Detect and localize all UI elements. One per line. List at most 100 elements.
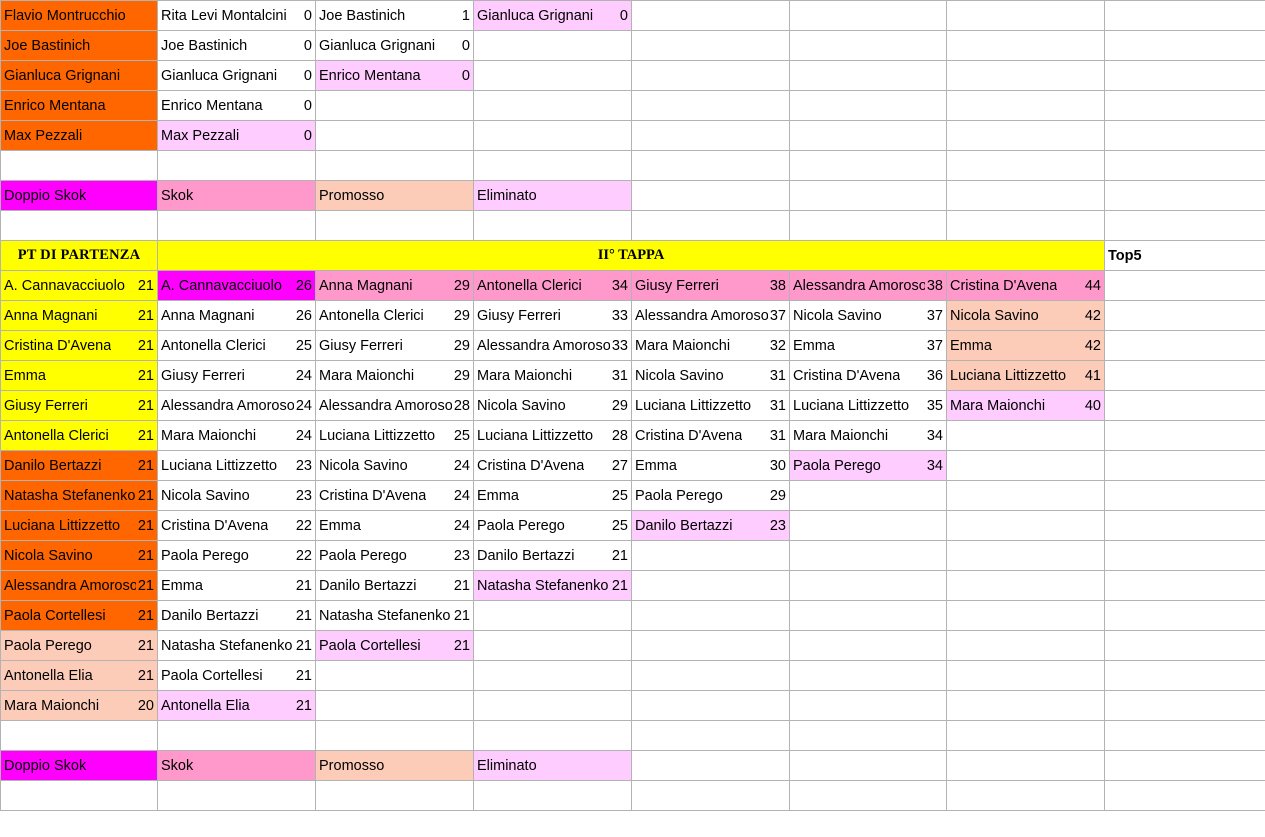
grid-cell[interactable]: Cristina D'Avena 36 (789, 360, 947, 391)
empty-cell[interactable] (631, 90, 790, 121)
empty-cell[interactable] (315, 780, 474, 811)
empty-cell[interactable] (789, 30, 947, 61)
header-top5[interactable]: Top5 (1104, 240, 1265, 271)
grid-cell[interactable]: Luciana Littizzetto 28 (473, 420, 632, 451)
grid-cell[interactable]: Cristina D'Avena 22 (157, 510, 316, 541)
empty-cell[interactable] (157, 150, 316, 181)
grid-cell[interactable]: Alessandra Amoroso 33 (473, 330, 632, 361)
grid-cell[interactable]: Giusy Ferreri 33 (473, 300, 632, 331)
empty-cell[interactable] (315, 210, 474, 241)
grid-cell[interactable]: Danilo Bertazzi 21 (473, 540, 632, 571)
legend-skok[interactable]: Skok (157, 750, 316, 781)
empty-cell[interactable] (946, 180, 1105, 211)
empty-cell[interactable] (1104, 690, 1265, 721)
empty-cell[interactable] (1104, 120, 1265, 151)
grid-cell[interactable]: Nicola Savino 24 (315, 450, 474, 481)
empty-cell[interactable] (789, 750, 947, 781)
empty-cell[interactable] (631, 750, 790, 781)
grid-cell[interactable]: Alessandra Amoroso 37 (631, 300, 790, 331)
grid-cell[interactable]: Gianluca Grignani 0 (315, 30, 474, 61)
empty-cell[interactable] (1104, 510, 1265, 541)
empty-cell[interactable] (631, 210, 790, 241)
empty-cell[interactable] (946, 690, 1105, 721)
empty-cell[interactable] (946, 510, 1105, 541)
empty-cell[interactable] (631, 600, 790, 631)
empty-cell[interactable] (157, 210, 316, 241)
empty-cell[interactable] (1104, 30, 1265, 61)
grid-cell[interactable]: Cristina D'Avena 27 (473, 450, 632, 481)
grid-cell[interactable]: Nicola Savino 29 (473, 390, 632, 421)
empty-cell[interactable] (789, 180, 947, 211)
grid-cell[interactable]: Paola Cortellesi 21 (0, 600, 158, 631)
grid-cell[interactable]: Danilo Bertazzi 23 (631, 510, 790, 541)
empty-cell[interactable] (946, 210, 1105, 241)
empty-cell[interactable] (473, 210, 632, 241)
grid-cell[interactable]: Antonella Clerici 29 (315, 300, 474, 331)
grid-cell[interactable]: Enrico Mentana 0 (315, 60, 474, 91)
empty-cell[interactable] (0, 150, 158, 181)
empty-cell[interactable] (631, 30, 790, 61)
empty-cell[interactable] (946, 600, 1105, 631)
empty-cell[interactable] (473, 660, 632, 691)
grid-cell[interactable]: Paola Perego 34 (789, 450, 947, 481)
grid-cell[interactable]: Nicola Savino 31 (631, 360, 790, 391)
grid-cell[interactable]: Alessandra Amoroso 38 (789, 270, 947, 301)
grid-cell[interactable]: Max Pezzali 0 (157, 120, 316, 151)
grid-cell[interactable]: Emma 37 (789, 330, 947, 361)
grid-cell[interactable]: Anna Magnani 21 (0, 300, 158, 331)
grid-cell[interactable]: Paola Perego 22 (157, 540, 316, 571)
grid-cell[interactable]: Antonella Elia 21 (157, 690, 316, 721)
empty-cell[interactable] (157, 720, 316, 751)
grid-cell[interactable]: Paola Cortellesi 21 (157, 660, 316, 691)
empty-cell[interactable] (631, 0, 790, 31)
grid-cell[interactable]: Paola Perego 23 (315, 540, 474, 571)
empty-cell[interactable] (315, 660, 474, 691)
grid-cell[interactable]: Joe Bastinich (0, 30, 158, 61)
empty-cell[interactable] (315, 690, 474, 721)
grid-cell[interactable]: Antonella Clerici 34 (473, 270, 632, 301)
empty-cell[interactable] (789, 0, 947, 31)
grid-cell[interactable]: Emma 25 (473, 480, 632, 511)
empty-cell[interactable] (789, 720, 947, 751)
grid-cell[interactable]: Natasha Stefanenko 21 (473, 570, 632, 601)
empty-cell[interactable] (946, 720, 1105, 751)
empty-cell[interactable] (157, 780, 316, 811)
empty-cell[interactable] (473, 720, 632, 751)
grid-cell[interactable]: Danilo Bertazzi 21 (157, 600, 316, 631)
grid-cell[interactable]: Luciana Littizzetto 25 (315, 420, 474, 451)
grid-cell[interactable]: Danilo Bertazzi 21 (0, 450, 158, 481)
empty-cell[interactable] (789, 570, 947, 601)
empty-cell[interactable] (946, 750, 1105, 781)
empty-cell[interactable] (789, 510, 947, 541)
empty-cell[interactable] (789, 480, 947, 511)
grid-cell[interactable]: Cristina D'Avena 44 (946, 270, 1105, 301)
empty-cell[interactable] (946, 480, 1105, 511)
legend-eliminato[interactable]: Eliminato (473, 750, 632, 781)
legend-eliminato[interactable]: Eliminato (473, 180, 632, 211)
empty-cell[interactable] (946, 660, 1105, 691)
grid-cell[interactable]: Luciana Littizzetto 23 (157, 450, 316, 481)
empty-cell[interactable] (1104, 330, 1265, 361)
grid-cell[interactable]: Rita Levi Montalcini 0 (157, 0, 316, 31)
empty-cell[interactable] (946, 780, 1105, 811)
grid-cell[interactable]: Emma 30 (631, 450, 790, 481)
grid-cell[interactable]: Nicola Savino 23 (157, 480, 316, 511)
grid-cell[interactable]: A. Cannavacciuolo 26 (157, 270, 316, 301)
grid-cell[interactable]: Antonella Clerici 21 (0, 420, 158, 451)
empty-cell[interactable] (1104, 540, 1265, 571)
grid-cell[interactable]: Paola Perego 21 (0, 630, 158, 661)
empty-cell[interactable] (789, 630, 947, 661)
grid-cell[interactable]: Alessandra Amoroso 24 (157, 390, 316, 421)
empty-cell[interactable] (473, 600, 632, 631)
grid-cell[interactable]: Luciana Littizzetto 35 (789, 390, 947, 421)
grid-cell[interactable]: Natasha Stefanenko 21 (315, 600, 474, 631)
header-pt-di-partenza[interactable]: PT DI PARTENZA (0, 240, 158, 271)
header-tappa-title[interactable]: II° TAPPA (157, 240, 1105, 271)
grid-cell[interactable]: Antonella Clerici 25 (157, 330, 316, 361)
grid-cell[interactable]: A. Cannavacciuolo 21 (0, 270, 158, 301)
empty-cell[interactable] (789, 90, 947, 121)
grid-cell[interactable]: Antonella Elia 21 (0, 660, 158, 691)
empty-cell[interactable] (946, 0, 1105, 31)
empty-cell[interactable] (789, 150, 947, 181)
grid-cell[interactable]: Mara Maionchi 34 (789, 420, 947, 451)
